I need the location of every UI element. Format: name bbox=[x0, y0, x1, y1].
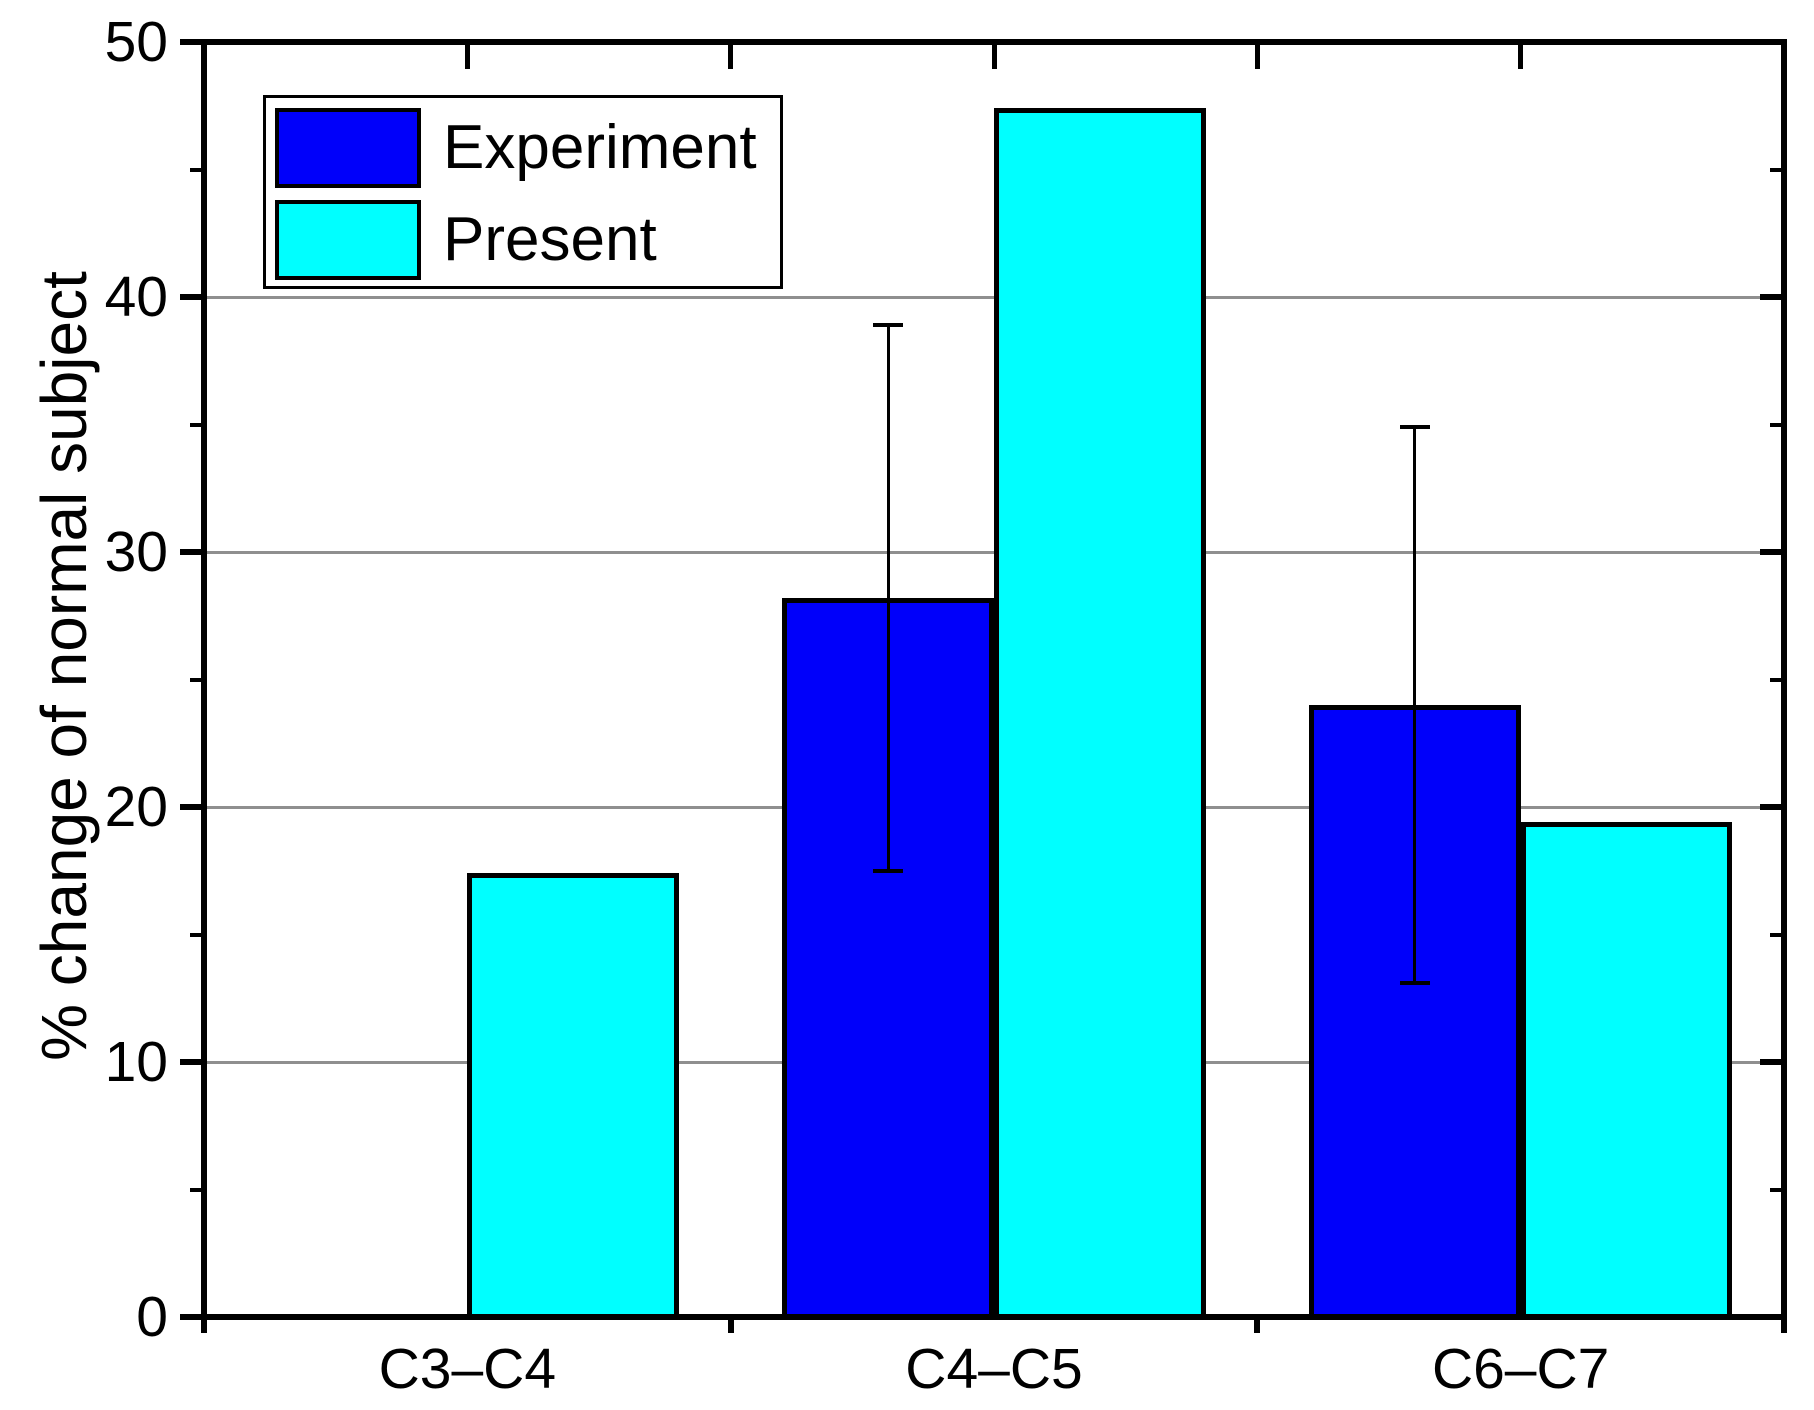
plot-frame bbox=[201, 39, 1787, 1320]
y-axis-right-minor-tick-45 bbox=[1770, 167, 1784, 172]
y-tick-label-40: 40 bbox=[104, 265, 168, 329]
x-axis-top-tick-1 bbox=[464, 45, 470, 69]
legend-swatch-experiment bbox=[275, 108, 421, 188]
x-axis-top-tick-5 bbox=[1518, 45, 1524, 69]
y-axis-right-minor-tick-35 bbox=[1770, 422, 1784, 427]
bar-present-c6-c7 bbox=[1520, 822, 1733, 1320]
y-axis-major-tick-30 bbox=[180, 549, 204, 555]
bar-present-c4-c5 bbox=[994, 108, 1206, 1320]
y-tick-label-50: 50 bbox=[104, 10, 168, 74]
y-axis-major-tick-0 bbox=[180, 1314, 204, 1320]
x-axis-top-tick-3 bbox=[991, 45, 997, 69]
y-tick-label-20: 20 bbox=[104, 775, 168, 839]
x-tick-label-c4-c5: C4–C5 bbox=[905, 1337, 1083, 1401]
x-axis-bottom-tick-3 bbox=[1781, 1320, 1787, 1333]
y-axis-right-minor-tick-15 bbox=[1770, 932, 1784, 937]
x-axis-top-tick-2 bbox=[728, 45, 734, 69]
y-axis-right-major-tick-20 bbox=[1760, 804, 1784, 810]
error-bar-experiment-c4-c5-bottom-cap bbox=[873, 868, 904, 873]
y-axis-right-major-tick-10 bbox=[1760, 1059, 1784, 1065]
y-axis-right-major-tick-40 bbox=[1760, 294, 1784, 300]
y-axis-right-minor-tick-25 bbox=[1770, 677, 1784, 682]
legend-swatch-present bbox=[275, 200, 421, 280]
legend-label-present: Present bbox=[443, 205, 657, 274]
legend-item-present: Present bbox=[275, 198, 657, 282]
x-tick-label-c6-c7: C6–C7 bbox=[1431, 1337, 1610, 1401]
error-bar-experiment-c6-c7-top-cap bbox=[1399, 425, 1430, 430]
y-tick-label-10: 10 bbox=[104, 1030, 168, 1094]
y-axis-major-tick-20 bbox=[180, 804, 204, 810]
y-axis-right-major-tick-30 bbox=[1760, 549, 1784, 555]
legend-box: Experiment Present bbox=[263, 95, 783, 289]
x-axis-bottom-tick-2 bbox=[1254, 1320, 1261, 1333]
legend-label-experiment: Experiment bbox=[443, 113, 757, 182]
y-axis-right-major-tick-50 bbox=[1760, 39, 1784, 45]
y-axis-minor-tick-45 bbox=[190, 167, 204, 172]
error-bar-experiment-c6-c7-bottom-cap bbox=[1399, 980, 1430, 985]
y-axis-minor-tick-5 bbox=[190, 1187, 204, 1192]
y-tick-label-30: 30 bbox=[104, 520, 168, 584]
error-bar-experiment-c6-c7-line bbox=[1413, 427, 1417, 983]
x-axis-bottom-tick-1 bbox=[727, 1320, 734, 1333]
legend-item-experiment: Experiment bbox=[275, 106, 757, 190]
y-axis-major-tick-40 bbox=[180, 294, 204, 300]
y-axis-title: % change of normal subject bbox=[28, 271, 100, 1061]
y-axis-minor-tick-35 bbox=[190, 422, 204, 427]
x-tick-label-c3-c4: C3–C4 bbox=[378, 1337, 557, 1401]
x-axis-top-tick-4 bbox=[1254, 45, 1260, 69]
y-axis-major-tick-10 bbox=[180, 1059, 204, 1065]
y-axis-major-tick-50 bbox=[180, 39, 204, 45]
error-bar-experiment-c4-c5-top-cap bbox=[873, 323, 904, 328]
y-axis-minor-tick-25 bbox=[190, 677, 204, 682]
y-tick-label-0: 0 bbox=[136, 1285, 168, 1349]
y-axis-right-minor-tick-5 bbox=[1770, 1187, 1784, 1192]
error-bar-experiment-c4-c5-line bbox=[886, 325, 890, 871]
y-axis-right-major-tick-0 bbox=[1760, 1314, 1784, 1320]
y-axis-minor-tick-15 bbox=[190, 932, 204, 937]
x-axis-bottom-tick-0 bbox=[201, 1320, 207, 1333]
